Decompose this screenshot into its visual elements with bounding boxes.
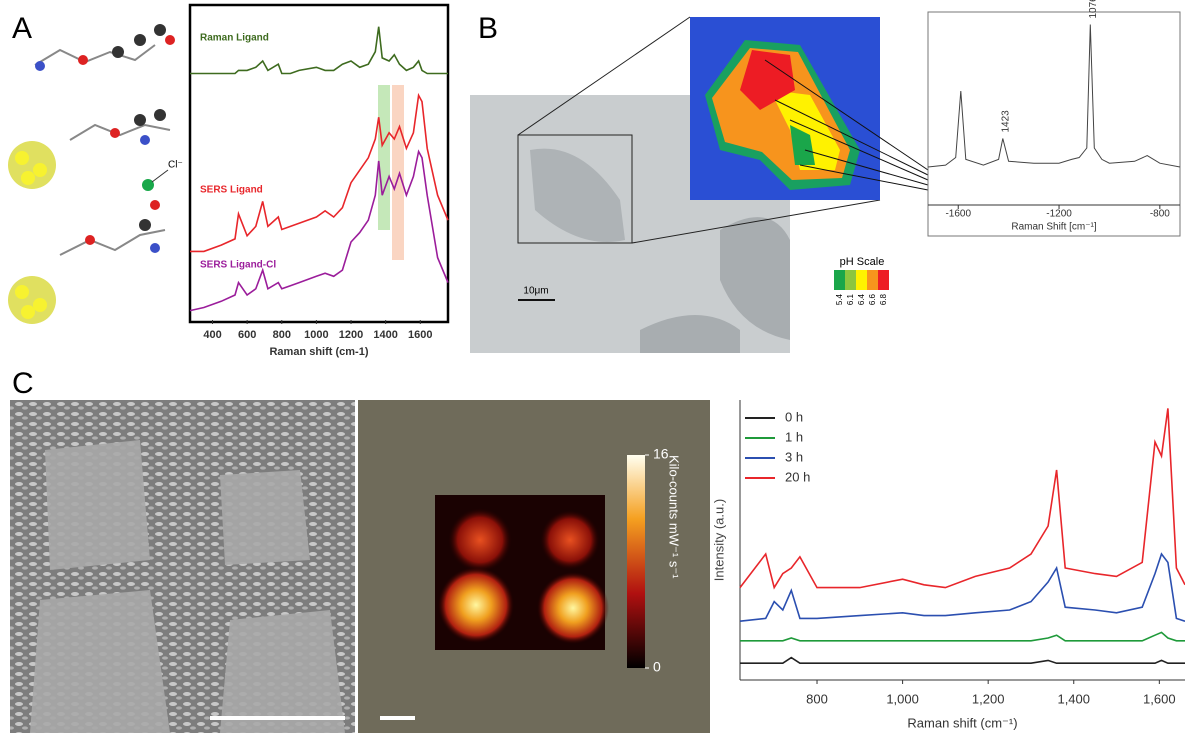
x-axis-label: Raman shift (cm-1) [269, 346, 368, 358]
molecules [8, 24, 175, 324]
tick-label: 0 [653, 659, 661, 675]
spectrum-line [927, 24, 1181, 168]
x-tick-label: 1600 [408, 329, 432, 341]
x-tick-label: -1200 [1046, 209, 1072, 220]
x-axis-label: Raman Shift [cm⁻¹] [1011, 222, 1097, 233]
inset-box [517, 134, 633, 244]
spectrum-line [740, 656, 1185, 664]
spectrum-line [190, 26, 448, 75]
x-tick-label: -1600 [945, 209, 971, 220]
legend-label: 0 h [785, 409, 803, 424]
ph-scale-title: pH Scale [840, 256, 885, 268]
peak-label: 1423 [1000, 110, 1011, 133]
series-label: SERS Ligand-Cl [200, 260, 276, 271]
ph-label: 6.1 [846, 293, 855, 305]
x-tick-label: 1,600 [1143, 691, 1176, 706]
colorbar [627, 455, 645, 668]
x-tick-label: -800 [1150, 209, 1170, 220]
ph-swatch [878, 270, 889, 290]
spectrum-line [190, 92, 449, 253]
x-tick-label: 1000 [304, 329, 328, 341]
scale-bar-label: 10μm [523, 286, 548, 297]
legend-label: 3 h [785, 449, 803, 464]
arrow [151, 169, 169, 183]
ph-label: 6.4 [857, 293, 866, 305]
tick-label: 16 [653, 446, 669, 462]
ph-swatch [867, 270, 878, 290]
spectrum-line [739, 408, 1185, 590]
x-tick-label: 400 [203, 329, 221, 341]
legend-label: 1 h [785, 429, 803, 444]
panel-label: A [12, 12, 32, 45]
x-tick-label: 800 [806, 691, 828, 706]
plot-frame [188, 3, 450, 324]
plot-frame [927, 11, 1181, 237]
spectrum-line [739, 552, 1185, 622]
ph-label: 6.8 [879, 293, 888, 305]
x-tick-label: 1400 [373, 329, 397, 341]
spectrum-line [740, 631, 1185, 642]
series-label: Raman Ligand [200, 33, 269, 44]
spectrum-line [189, 149, 449, 312]
peak-label: 1076 [1088, 0, 1099, 19]
legend-label: 20 h [785, 469, 810, 484]
x-tick-label: 1,000 [886, 691, 919, 706]
panel-label: B [478, 12, 498, 45]
y-axis-label: Intensity (a.u.) [711, 499, 726, 581]
x-tick-label: 600 [238, 329, 256, 341]
x-tick-label: 1,200 [972, 691, 1005, 706]
panel-label: C [12, 367, 34, 400]
x-axis-label: Raman shift (cm⁻¹) [907, 715, 1017, 730]
ph-swatch [834, 270, 845, 290]
colorbar-label: Kilo-counts mW⁻¹ s⁻¹ [667, 455, 682, 579]
ph-swatch [845, 270, 856, 290]
highlight [392, 85, 404, 260]
annotation: Cl⁻ [168, 160, 183, 171]
cell [640, 217, 790, 353]
x-tick-label: 1200 [339, 329, 363, 341]
cell [530, 148, 625, 242]
series-label: SERS Ligand [200, 185, 263, 196]
ph-label: 6.6 [868, 293, 877, 305]
ph-label: 5.4 [835, 293, 844, 305]
highlight [378, 85, 390, 230]
x-tick-label: 800 [273, 329, 291, 341]
ph-swatch [856, 270, 867, 290]
x-tick-label: 1,400 [1057, 691, 1090, 706]
